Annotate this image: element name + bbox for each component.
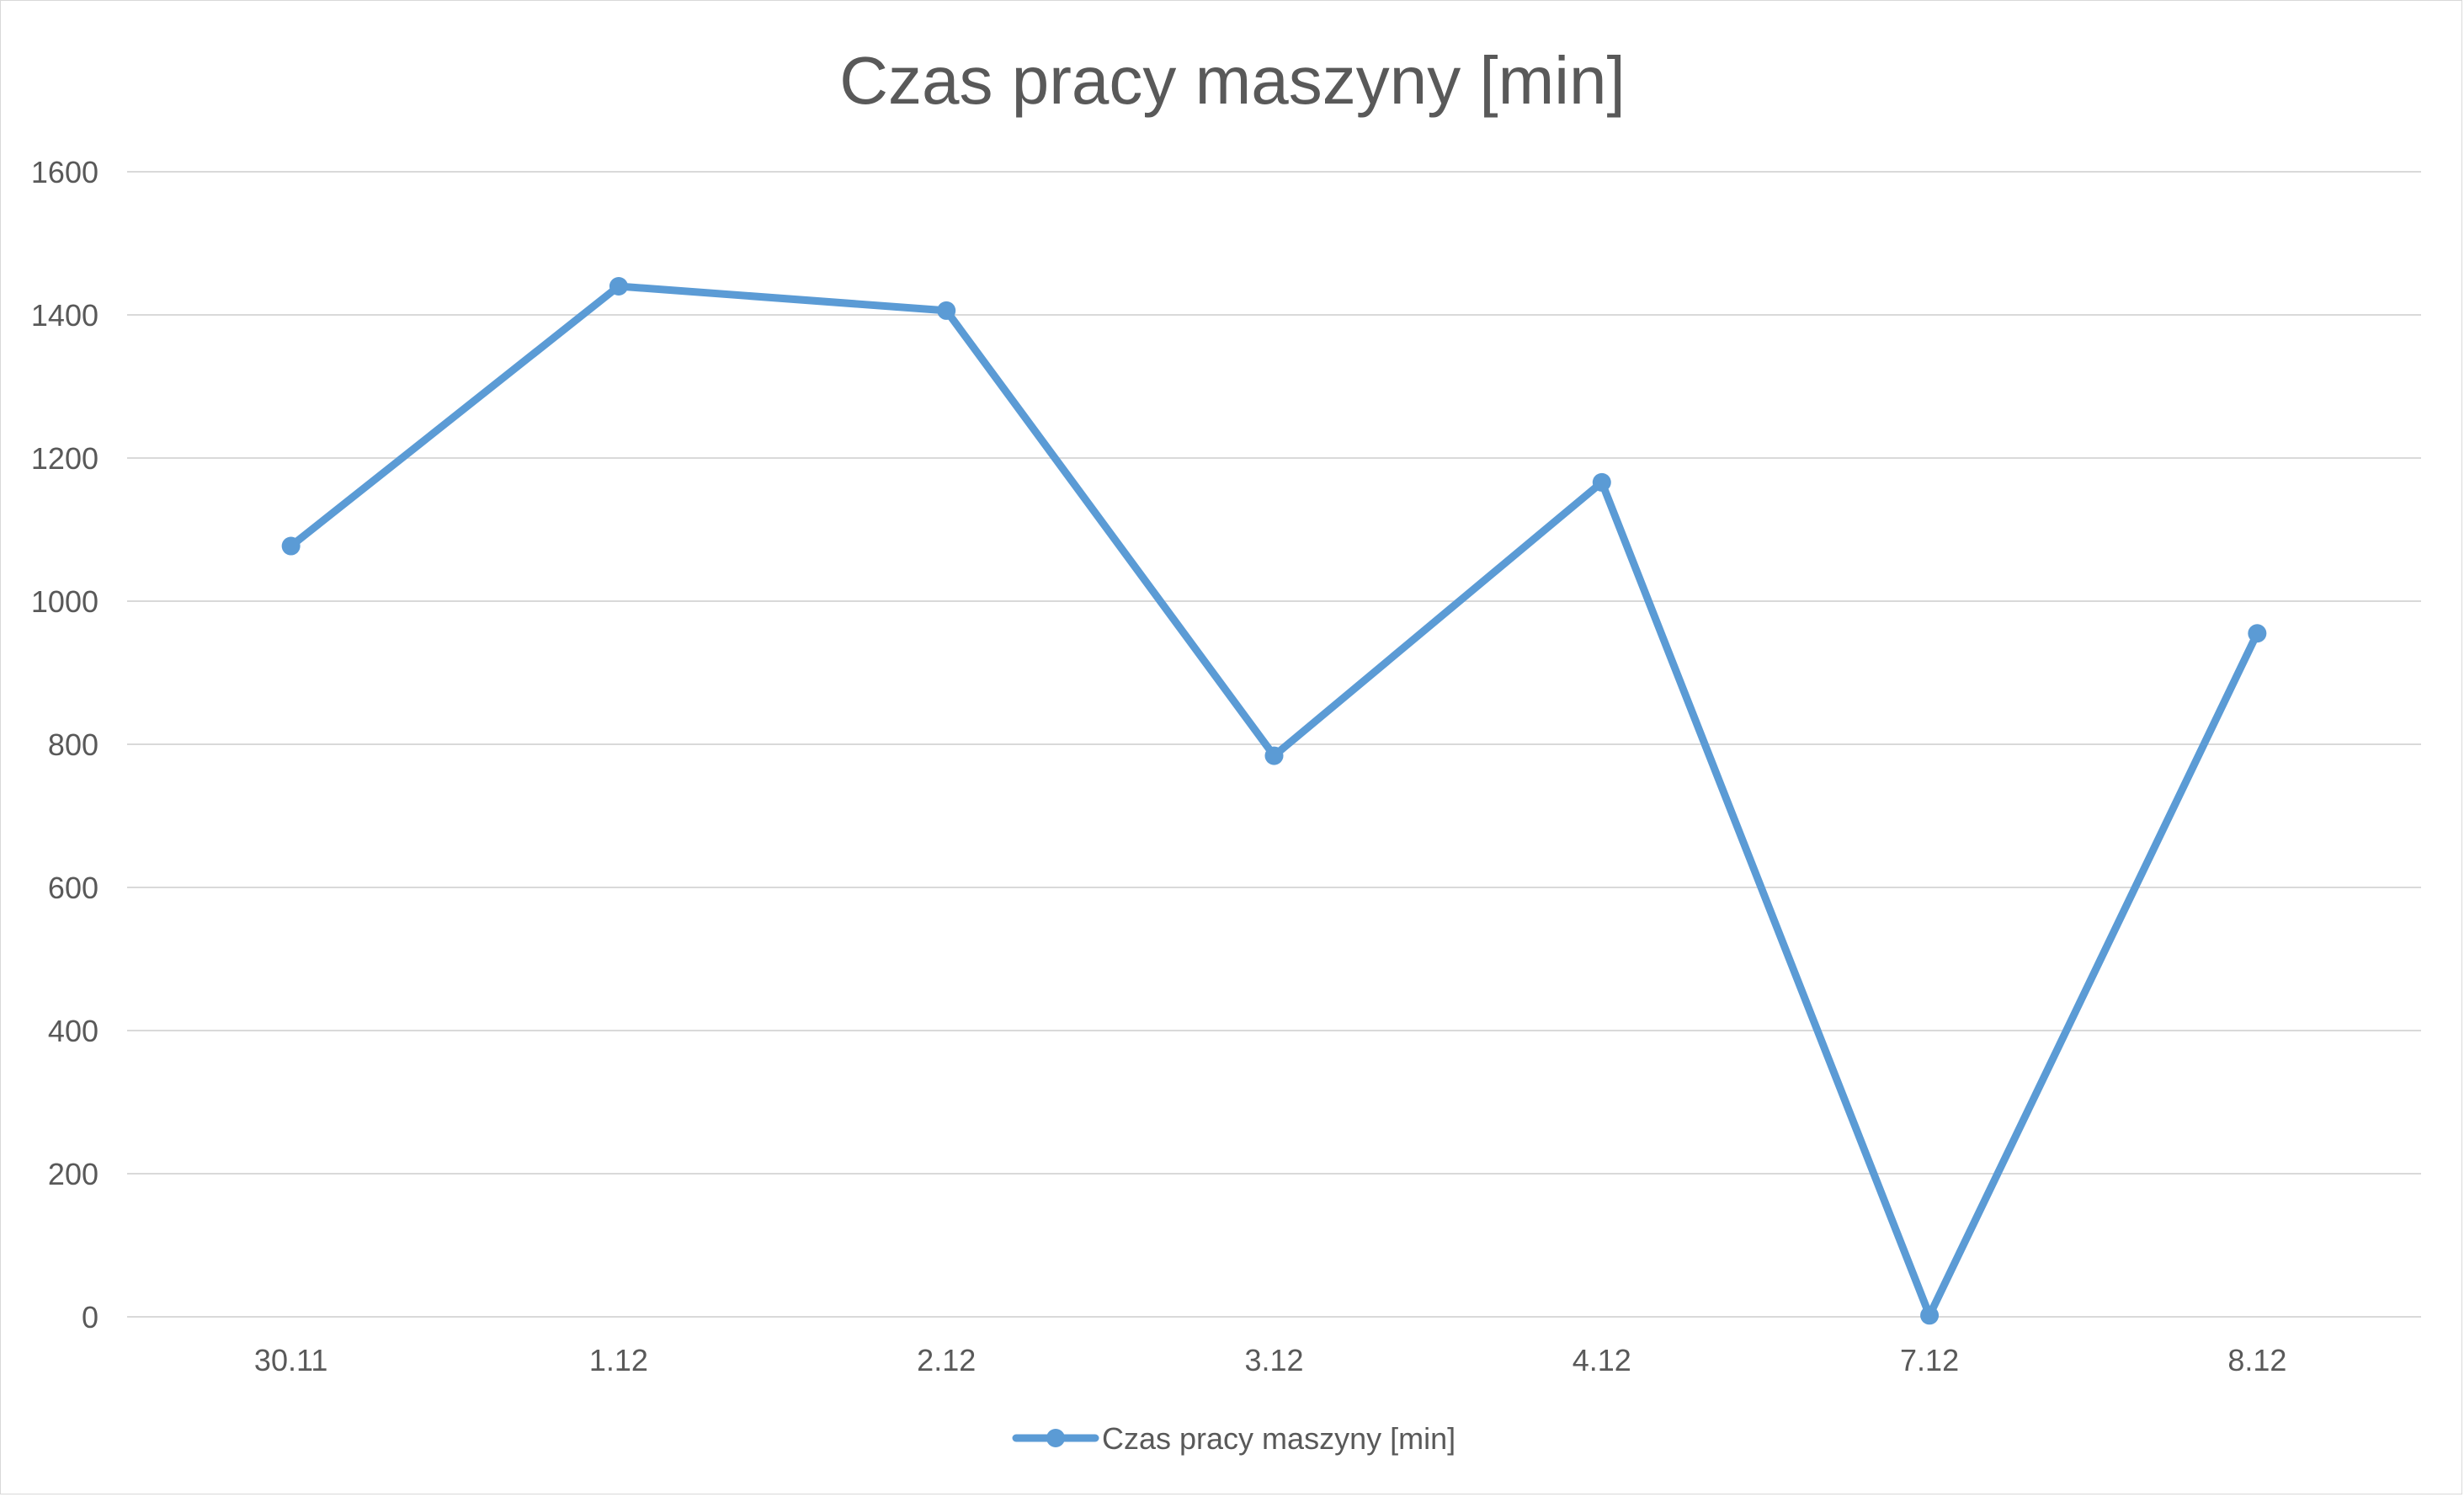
x-tick-label: 3.12	[1244, 1343, 1303, 1377]
series-line	[287, 282, 2261, 1319]
x-tick-label: 30.11	[254, 1343, 327, 1377]
gridlines	[127, 171, 2421, 1318]
data-point	[1592, 472, 1611, 492]
legend-marker-swatch	[1046, 1429, 1065, 1447]
y-tick-label: 600	[48, 871, 98, 905]
y-tick-label: 400	[48, 1014, 98, 1048]
x-tick-label: 2.12	[917, 1343, 976, 1377]
legend: Czas pracy maszyny [min]	[1012, 1421, 1456, 1456]
data-point	[2248, 624, 2267, 643]
chart-title: Czas pracy maszyny [min]	[839, 43, 1626, 118]
y-tick-label: 200	[48, 1157, 98, 1191]
y-tick-label: 800	[48, 727, 98, 762]
data-point	[281, 536, 301, 556]
data-point	[1920, 1306, 1940, 1325]
y-tick-label: 0	[82, 1300, 98, 1335]
legend-label: Czas pracy maszyny [min]	[1102, 1421, 1456, 1456]
series-group	[281, 277, 2267, 1325]
data-point	[609, 277, 628, 296]
y-tick-label: 1400	[31, 298, 98, 333]
x-axis-tick-labels: 30.11 1.12 2.12 3.12 4.12 7.12 8.12	[254, 1343, 2286, 1377]
y-tick-label: 1600	[31, 155, 98, 189]
data-point	[937, 301, 956, 320]
x-tick-label: 8.12	[2227, 1343, 2286, 1377]
y-tick-label: 1200	[31, 441, 98, 476]
x-tick-label: 4.12	[1573, 1343, 1631, 1377]
y-axis-tick-labels: 0 200 400 600 800 1000 1200 1400 1600	[31, 155, 98, 1335]
x-tick-label: 7.12	[1900, 1343, 1959, 1377]
y-tick-label: 1000	[31, 584, 98, 619]
data-point	[1264, 746, 1284, 765]
x-tick-label: 1.12	[589, 1343, 648, 1377]
